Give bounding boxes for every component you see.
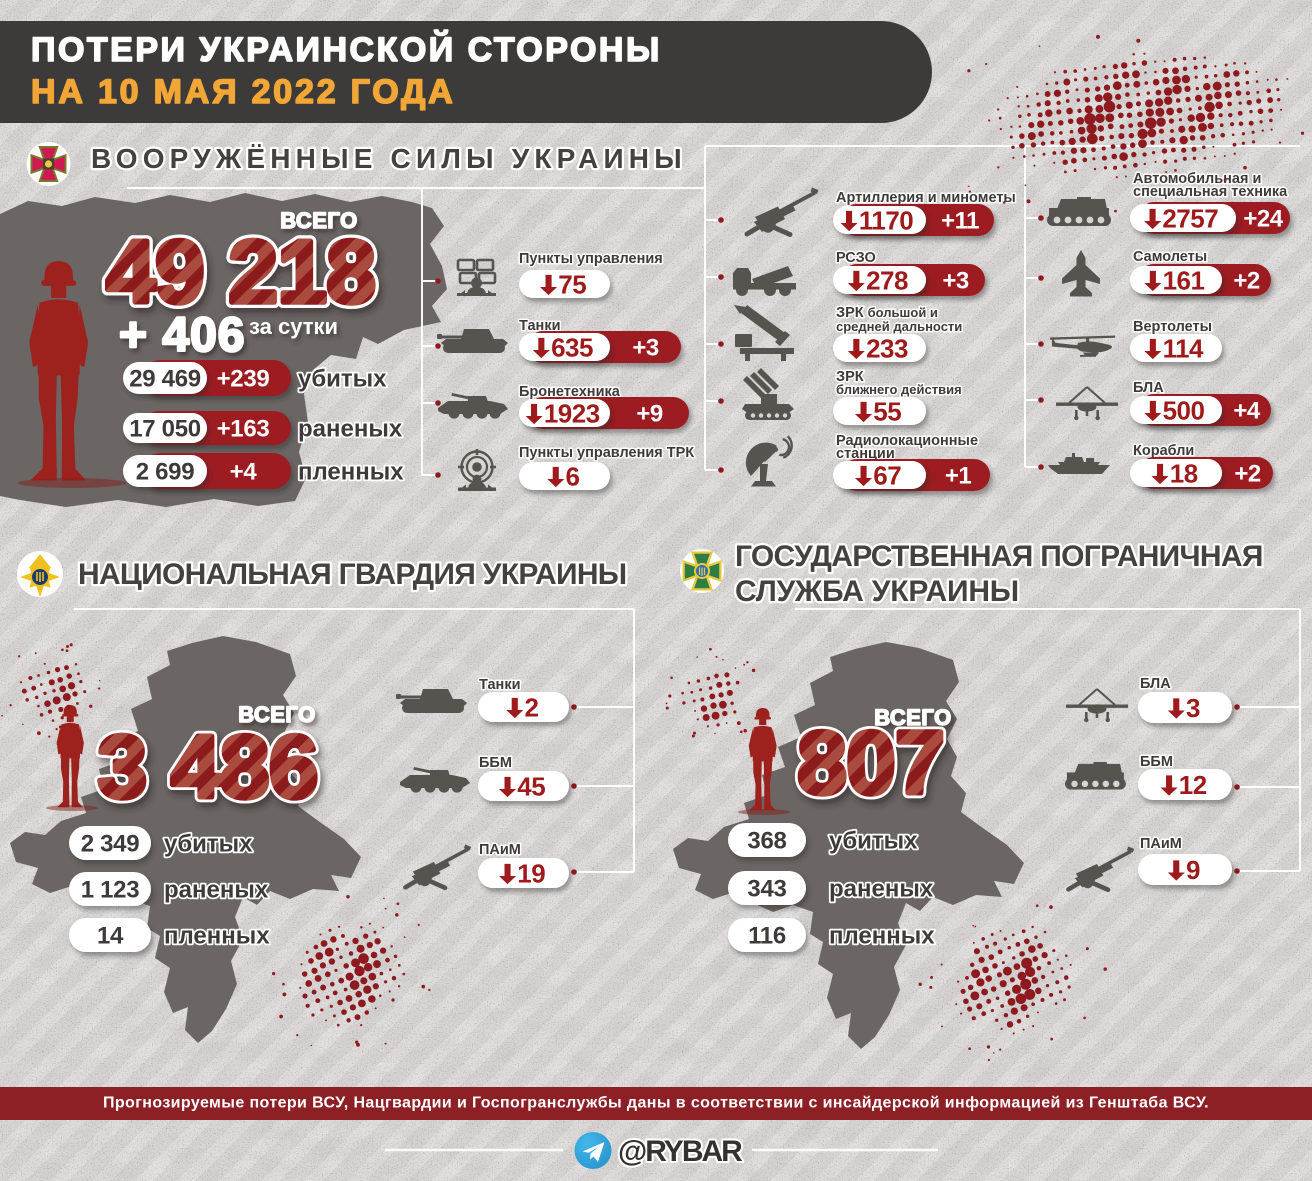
svg-text:раненых: раненых bbox=[829, 876, 934, 903]
svg-text:45: 45 bbox=[517, 771, 545, 801]
svg-text:ПАиМ: ПАиМ bbox=[479, 842, 521, 858]
svg-text:3: 3 bbox=[1186, 693, 1200, 723]
svg-text:БЛА: БЛА bbox=[1133, 380, 1164, 396]
svg-text:+1: +1 bbox=[945, 463, 972, 490]
svg-text:3 486: 3 486 bbox=[98, 717, 318, 816]
svg-text:средней дальности: средней дальности bbox=[836, 319, 962, 334]
svg-text:500: 500 bbox=[1163, 395, 1205, 425]
svg-text:19: 19 bbox=[517, 858, 545, 888]
svg-text:+2: +2 bbox=[1234, 461, 1261, 488]
svg-text:ПОТЕРИ УКРАИНСКОЙ СТОРОНЫ: ПОТЕРИ УКРАИНСКОЙ СТОРОНЫ bbox=[31, 30, 662, 69]
svg-text:Прогнозируемые потери ВСУ, Нац: Прогнозируемые потери ВСУ, Нацгвардии и … bbox=[103, 1095, 1209, 1112]
svg-text:Радиолокационные: Радиолокационные bbox=[836, 433, 978, 449]
svg-text:49 218: 49 218 bbox=[106, 222, 375, 321]
svg-text:ПАиМ: ПАиМ bbox=[1140, 836, 1182, 852]
svg-text:Бронетехника: Бронетехника bbox=[519, 384, 621, 400]
svg-text:Танки: Танки bbox=[519, 318, 561, 334]
svg-text:раненых: раненых bbox=[298, 416, 403, 443]
svg-text:ВСЕГО: ВСЕГО bbox=[280, 208, 357, 233]
svg-text:ЗРК большой и: ЗРК большой и bbox=[836, 305, 938, 321]
svg-text:+2: +2 bbox=[1233, 268, 1260, 295]
svg-text:635: 635 bbox=[551, 332, 593, 362]
svg-text:за сутки: за сутки bbox=[249, 314, 338, 339]
svg-text:ВСЕГО: ВСЕГО bbox=[238, 702, 315, 727]
svg-text:+239: +239 bbox=[217, 366, 270, 393]
svg-text:55: 55 bbox=[873, 396, 901, 426]
svg-text:+163: +163 bbox=[217, 416, 270, 443]
svg-text:убитых: убитых bbox=[164, 831, 253, 858]
svg-text:убитых: убитых bbox=[298, 366, 387, 393]
svg-text:2 699: 2 699 bbox=[136, 459, 195, 486]
svg-text:807: 807 bbox=[798, 713, 945, 812]
svg-text:НАЦИОНАЛЬНАЯ ГВАРДИЯ УКРАИНЫ: НАЦИОНАЛЬНАЯ ГВАРДИЯ УКРАИНЫ bbox=[78, 558, 626, 591]
svg-text:убитых: убитых bbox=[829, 828, 918, 855]
svg-text:Автомобильная и: Автомобильная и bbox=[1133, 171, 1261, 187]
svg-text:пленных: пленных bbox=[298, 459, 404, 486]
svg-text:+3: +3 bbox=[632, 335, 659, 362]
svg-text:75: 75 bbox=[558, 269, 586, 299]
svg-text:67: 67 bbox=[873, 460, 901, 490]
svg-text:14: 14 bbox=[97, 923, 124, 950]
svg-text:1170: 1170 bbox=[859, 205, 913, 235]
svg-text:9: 9 bbox=[1186, 855, 1200, 885]
svg-text:Пункты управления: Пункты управления bbox=[519, 251, 663, 267]
svg-text:12: 12 bbox=[1179, 770, 1207, 800]
svg-text:раненых: раненых bbox=[164, 877, 269, 904]
svg-text:Пункты управления ТРК: Пункты управления ТРК bbox=[519, 445, 694, 461]
svg-text:Самолеты: Самолеты bbox=[1133, 249, 1207, 265]
svg-text:368: 368 bbox=[747, 828, 786, 855]
svg-text:116: 116 bbox=[748, 923, 786, 950]
svg-text:+4: +4 bbox=[1233, 398, 1261, 425]
svg-text:233: 233 bbox=[866, 333, 908, 363]
svg-text:пленных: пленных bbox=[829, 923, 935, 950]
svg-text:НА 10 МАЯ 2022 ГОДА: НА 10 МАЯ 2022 ГОДА bbox=[31, 73, 455, 111]
svg-text:Корабли: Корабли bbox=[1133, 443, 1194, 459]
svg-text:17 050: 17 050 bbox=[129, 416, 201, 443]
svg-text:ГОСУДАРСТВЕННАЯ ПОГРАНИЧНАЯ: ГОСУДАРСТВЕННАЯ ПОГРАНИЧНАЯ bbox=[735, 540, 1263, 573]
svg-text:6: 6 bbox=[566, 461, 580, 491]
svg-text:БЛА: БЛА bbox=[1140, 676, 1171, 692]
svg-text:Вертолеты: Вертолеты bbox=[1133, 319, 1212, 335]
svg-text:+11: +11 bbox=[941, 208, 979, 235]
svg-text:18: 18 bbox=[1170, 458, 1198, 488]
svg-text:+4: +4 bbox=[230, 459, 258, 486]
svg-text:пленных: пленных bbox=[164, 923, 270, 950]
svg-text:ЗРК: ЗРК bbox=[836, 369, 864, 385]
svg-text:+24: +24 bbox=[1243, 206, 1283, 233]
svg-text:1 123: 1 123 bbox=[81, 877, 140, 904]
svg-text:2 349: 2 349 bbox=[81, 831, 140, 858]
svg-text:1923: 1923 bbox=[544, 398, 600, 428]
svg-text:РСЗО: РСЗО bbox=[836, 250, 876, 266]
svg-text:2757: 2757 bbox=[1162, 203, 1218, 233]
svg-text:СЛУЖБА УКРАИНЫ: СЛУЖБА УКРАИНЫ bbox=[735, 575, 1019, 608]
svg-text:Танки: Танки bbox=[479, 677, 521, 693]
svg-text:114: 114 bbox=[1163, 333, 1204, 363]
svg-text:ББМ: ББМ bbox=[479, 755, 512, 771]
svg-text:161: 161 bbox=[1163, 265, 1205, 295]
svg-text:ближнего действия: ближнего действия bbox=[836, 382, 962, 397]
svg-text:+3: +3 bbox=[942, 268, 969, 295]
svg-text:3 486: 3 486 bbox=[98, 717, 318, 816]
svg-text:+9: +9 bbox=[636, 401, 663, 428]
svg-text:49 218: 49 218 bbox=[106, 222, 375, 321]
svg-text:ВСЕГО: ВСЕГО bbox=[874, 705, 951, 730]
svg-text:+ 406: + 406 bbox=[119, 309, 245, 362]
svg-text:ВООРУЖЁННЫЕ СИЛЫ УКРАИНЫ: ВООРУЖЁННЫЕ СИЛЫ УКРАИНЫ bbox=[91, 143, 687, 174]
svg-text:2: 2 bbox=[525, 692, 539, 722]
svg-text:807: 807 bbox=[798, 713, 945, 812]
svg-text:специальная техника: специальная техника bbox=[1133, 184, 1288, 200]
svg-text:@RYBAR: @RYBAR bbox=[618, 1135, 743, 1168]
svg-text:Артиллерия и минометы: Артиллерия и минометы bbox=[836, 190, 1016, 206]
svg-text:29 469: 29 469 bbox=[129, 366, 201, 393]
svg-text:станции: станции bbox=[836, 446, 895, 462]
svg-text:ББМ: ББМ bbox=[1140, 754, 1173, 770]
svg-text:278: 278 bbox=[866, 265, 908, 295]
svg-text:343: 343 bbox=[747, 876, 786, 903]
